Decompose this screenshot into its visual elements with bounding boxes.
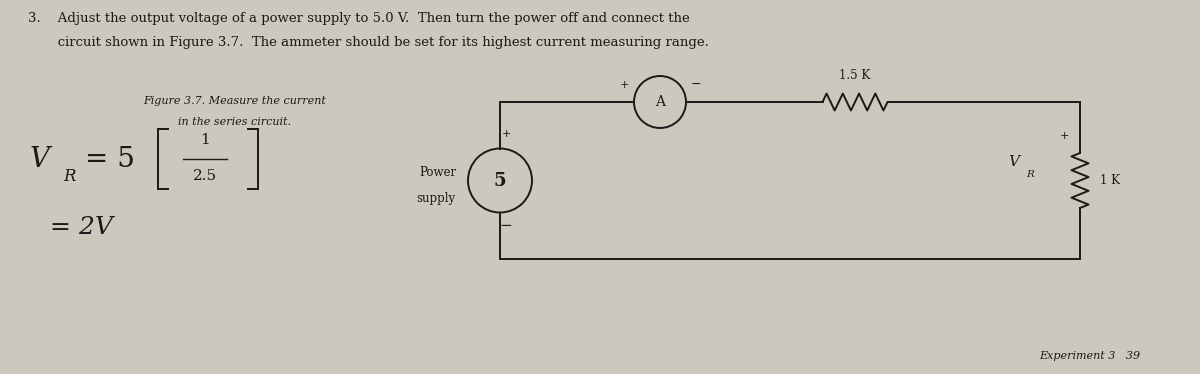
Text: = 2V: = 2V [50,215,113,239]
Text: 3.    Adjust the output voltage of a power supply to 5.0 V.  Then turn the power: 3. Adjust the output voltage of a power … [28,12,690,25]
Text: = 5: = 5 [85,145,134,172]
Text: R: R [64,168,76,184]
Text: −: − [691,78,701,91]
Text: Figure 3.7. Measure the current: Figure 3.7. Measure the current [144,96,326,106]
Text: 1.5 K: 1.5 K [839,69,871,82]
Text: Power: Power [419,166,456,179]
Text: R: R [1026,170,1034,179]
Text: +: + [619,80,629,90]
Text: Experiment 3   39: Experiment 3 39 [1039,351,1140,361]
Text: circuit shown in Figure 3.7.  The ammeter should be set for its highest current : circuit shown in Figure 3.7. The ammeter… [28,36,709,49]
Text: −: − [499,218,512,233]
Text: A: A [655,95,665,109]
Text: V: V [30,145,50,172]
Text: 2.5: 2.5 [193,169,217,183]
Text: in the series circuit.: in the series circuit. [179,117,292,127]
Text: 1: 1 [200,133,210,147]
Text: +: + [502,129,511,138]
Text: supply: supply [416,192,456,205]
Text: 1 K: 1 K [1100,174,1120,187]
Circle shape [634,76,686,128]
Text: 5: 5 [493,172,506,190]
Text: V: V [1008,156,1019,169]
Text: +: + [1060,131,1069,141]
